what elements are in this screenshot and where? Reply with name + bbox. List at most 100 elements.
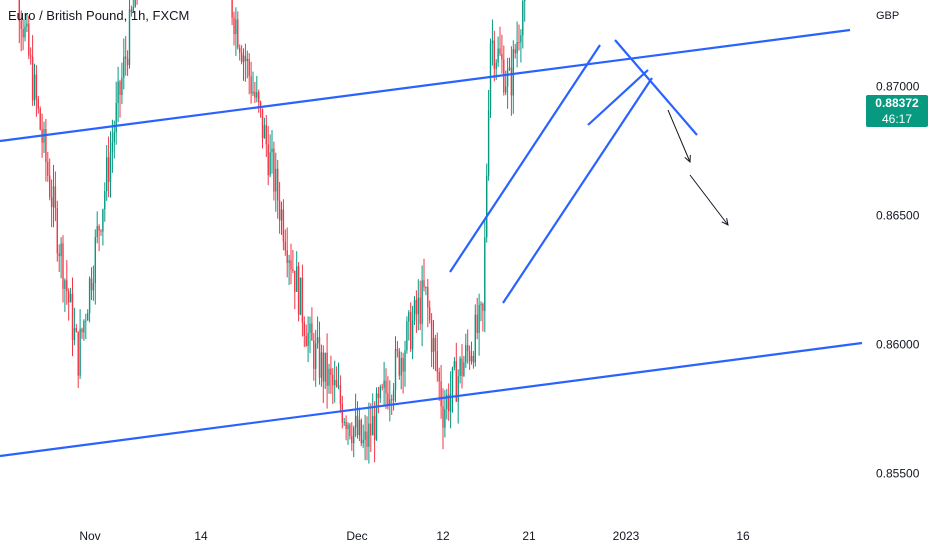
time-tick-label: 14 [194, 529, 208, 543]
candle [520, 29, 522, 63]
candle [508, 57, 511, 71]
candle [332, 368, 334, 404]
candle [334, 360, 336, 403]
candle [446, 388, 448, 420]
candle [518, 24, 520, 51]
candle [24, 20, 26, 42]
candle [484, 220, 486, 333]
candle [478, 293, 480, 356]
candle [305, 324, 307, 347]
candle [92, 265, 95, 301]
candles-layer [18, 0, 526, 464]
candle [354, 393, 357, 437]
candle [345, 415, 347, 441]
last-price-tag: 0.88372 [866, 95, 928, 111]
candle [252, 71, 254, 96]
candle [514, 43, 516, 59]
candle [33, 63, 36, 106]
candle [28, 15, 30, 60]
price-axis[interactable]: 0.885000.880000.875000.870000.865000.860… [876, 0, 920, 481]
candle [94, 229, 96, 305]
candle [400, 351, 402, 390]
candle [256, 76, 258, 103]
candle [71, 277, 74, 357]
symbol-title[interactable]: Euro / British Pound, 1h, FXCM [8, 8, 190, 23]
candle [402, 352, 404, 394]
candle [432, 320, 435, 370]
candle [465, 333, 467, 368]
candle [385, 368, 387, 409]
candle [377, 387, 380, 414]
bar-countdown: 46:17 [866, 111, 928, 127]
candle [83, 319, 85, 341]
candle [52, 164, 55, 228]
candle [121, 62, 123, 105]
candle [104, 182, 106, 222]
candle [362, 424, 364, 448]
candle [448, 383, 450, 421]
candle [62, 235, 64, 303]
candle [60, 237, 62, 279]
candle [126, 50, 129, 76]
candle [136, 0, 138, 5]
candle [375, 387, 378, 441]
drawings-layer: sltp1tp2 [0, 0, 863, 458]
candle [134, 0, 136, 8]
candle [368, 402, 370, 464]
candle [455, 342, 457, 403]
candle [98, 224, 100, 252]
candle [470, 341, 473, 365]
rising-channel-upper-line [449, 44, 601, 273]
candle [434, 334, 437, 371]
candle [461, 344, 463, 389]
candle [360, 418, 362, 447]
candle [50, 179, 53, 228]
candle [522, 0, 524, 49]
candle [128, 0, 131, 69]
candle [311, 307, 313, 341]
time-axis[interactable]: Nov 14 Dec 12 21 2023 16 [79, 529, 750, 543]
candle [347, 422, 349, 445]
candle [307, 316, 309, 363]
candle [459, 356, 461, 384]
candle [290, 243, 292, 285]
tp2-label: tp2 [830, 0, 851, 1]
candle [282, 199, 285, 251]
candle [68, 288, 70, 321]
price-tick-label: 0.86000 [876, 338, 920, 352]
pullback-lower-line [587, 69, 649, 126]
candle [419, 280, 421, 331]
candle [111, 119, 114, 173]
candle [524, 0, 526, 22]
candle [239, 44, 241, 61]
candle [326, 333, 328, 409]
candle [54, 171, 57, 222]
candle [87, 309, 89, 321]
candle [45, 119, 47, 182]
candle [64, 278, 66, 312]
candle [366, 416, 368, 461]
candle [250, 61, 252, 104]
candle [468, 345, 471, 370]
currency-label: GBP [876, 10, 899, 22]
candle [337, 362, 340, 390]
candle [77, 331, 79, 388]
candle [288, 254, 290, 285]
candle [501, 34, 503, 74]
candle [410, 302, 412, 352]
candle [296, 251, 298, 292]
candle [100, 229, 102, 236]
candle [339, 375, 342, 413]
pullback-upper-line [614, 39, 698, 136]
candle [335, 366, 338, 388]
candle [398, 348, 400, 380]
candle [453, 357, 456, 371]
candle [49, 158, 51, 201]
candle [474, 304, 476, 367]
candle [320, 344, 323, 387]
price-tick-label: 0.85500 [876, 467, 920, 481]
candle [383, 361, 385, 407]
candle [263, 117, 266, 139]
